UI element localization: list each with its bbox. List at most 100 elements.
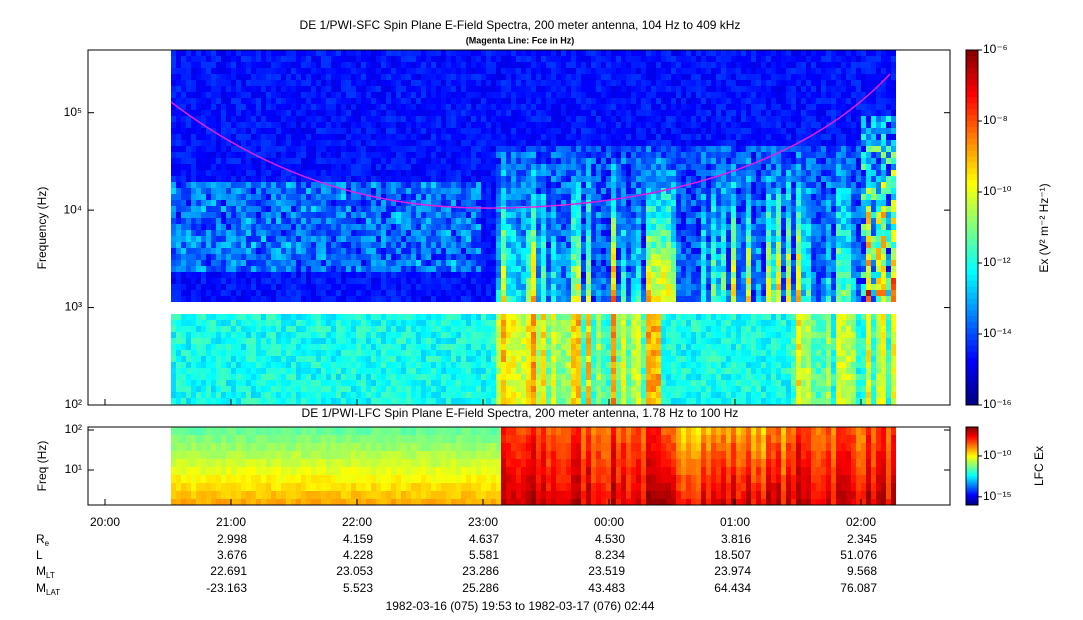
spectrogram-cell xyxy=(481,344,486,350)
spectrogram-cell xyxy=(521,248,526,254)
spectrogram-cell xyxy=(301,140,306,146)
spectrogram-cell xyxy=(276,326,281,332)
spectrogram-cell xyxy=(511,50,516,56)
spectrogram-cell xyxy=(531,314,536,320)
spectrogram-cell xyxy=(281,320,286,326)
spectrogram-cell xyxy=(561,386,566,392)
spectrogram-cell xyxy=(266,134,271,140)
spectrogram-cell xyxy=(446,290,451,296)
spectrogram-cell xyxy=(351,74,356,80)
spectrogram-cell xyxy=(176,200,181,206)
spectrogram-cell xyxy=(226,290,231,296)
spectrogram-cell xyxy=(466,218,471,224)
spectrogram-cell xyxy=(331,338,336,344)
spectrogram-cell xyxy=(541,188,546,194)
spectrogram-cell xyxy=(196,92,201,98)
spectrogram-cell xyxy=(461,278,466,284)
spectrogram-cell xyxy=(551,356,556,362)
spectrogram-cell xyxy=(276,194,281,200)
spectrogram-cell xyxy=(596,290,601,296)
spectrogram-cell xyxy=(341,116,346,122)
spectrogram-cell xyxy=(551,290,556,296)
spectrogram-cell xyxy=(246,362,251,368)
spectrogram-cell xyxy=(256,386,261,392)
spectrogram-cell xyxy=(521,152,526,158)
spectrogram-cell xyxy=(301,104,306,110)
spectrogram-cell xyxy=(431,92,436,98)
spectrogram-cell xyxy=(306,278,311,284)
spectrogram-cell xyxy=(251,386,256,392)
spectrogram-cell xyxy=(316,242,321,248)
spectrogram-cell xyxy=(291,332,296,338)
spectrogram-cell xyxy=(421,218,426,224)
spectrogram-cell xyxy=(171,200,176,206)
spectrogram-cell xyxy=(351,194,356,200)
spectrogram-cell xyxy=(461,356,466,362)
spectrogram-cell xyxy=(266,98,271,104)
spectrogram-cell xyxy=(211,326,216,332)
spectrogram-cell xyxy=(511,134,516,140)
spectrogram-cell xyxy=(331,92,336,98)
spectrogram-cell xyxy=(331,170,336,176)
spectrogram-cell xyxy=(241,272,246,278)
spectrogram-cell xyxy=(326,368,331,374)
spectrogram-cell xyxy=(256,194,261,200)
spectrogram-cell xyxy=(411,224,416,230)
spectrogram-cell xyxy=(206,98,211,104)
spectrogram-cell xyxy=(261,314,266,320)
spectrogram-cell xyxy=(171,266,176,272)
spectrogram-cell xyxy=(486,392,491,398)
spectrogram-cell xyxy=(426,212,431,218)
spectrogram-cell xyxy=(351,134,356,140)
spectrogram-cell xyxy=(421,350,426,356)
spectrogram-cell xyxy=(451,380,456,386)
spectrogram-cell xyxy=(216,92,221,98)
spectrogram-cell xyxy=(241,218,246,224)
spectrogram-cell xyxy=(336,152,341,158)
spectrogram-cell xyxy=(571,290,576,296)
spectrogram-cell xyxy=(516,134,521,140)
spectrogram-cell xyxy=(296,104,301,110)
spectrogram-cell xyxy=(261,374,266,380)
spectrogram-cell xyxy=(576,332,581,338)
spectrogram-cell xyxy=(311,230,316,236)
spectrogram-cell xyxy=(226,254,231,260)
spectrogram-cell xyxy=(351,152,356,158)
spectrogram-cell xyxy=(311,314,316,320)
spectrogram-cell xyxy=(271,170,276,176)
spectrogram-cell xyxy=(396,194,401,200)
spectrogram-cell xyxy=(476,350,481,356)
spectrogram-cell xyxy=(486,80,491,86)
spectrogram-cell xyxy=(376,164,381,170)
spectrogram-cell xyxy=(356,314,361,320)
spectrogram-cell xyxy=(196,356,201,362)
spectrogram-cell xyxy=(411,146,416,152)
spectrogram-cell xyxy=(466,68,471,74)
spectrogram-cell xyxy=(171,68,176,74)
spectrogram-cell xyxy=(441,218,446,224)
spectrogram-cell xyxy=(281,356,286,362)
spectrogram-cell xyxy=(396,374,401,380)
spectrogram-cell xyxy=(461,206,466,212)
spectrogram-cell xyxy=(566,134,571,140)
spectrogram-cell xyxy=(516,176,521,182)
spectrogram-cell xyxy=(441,50,446,56)
spectrogram-cell xyxy=(201,380,206,386)
spectrogram-cell xyxy=(351,170,356,176)
spectrogram-cell xyxy=(381,374,386,380)
spectrogram-cell xyxy=(226,152,231,158)
spectrogram-cell xyxy=(316,188,321,194)
spectrogram-cell xyxy=(441,140,446,146)
spectrogram-cell xyxy=(556,248,561,254)
spectrogram-cell xyxy=(461,188,466,194)
spectrogram-cell xyxy=(436,374,441,380)
spectrogram-cell xyxy=(541,50,546,56)
spectrogram-cell xyxy=(221,116,226,122)
spectrogram-cell xyxy=(516,266,521,272)
spectrogram-cell xyxy=(451,362,456,368)
spectrogram-cell xyxy=(211,314,216,320)
spectrogram-cell xyxy=(191,254,196,260)
spectrogram-cell xyxy=(271,206,276,212)
spectrogram-cell xyxy=(446,236,451,242)
spectrogram-cell xyxy=(316,338,321,344)
